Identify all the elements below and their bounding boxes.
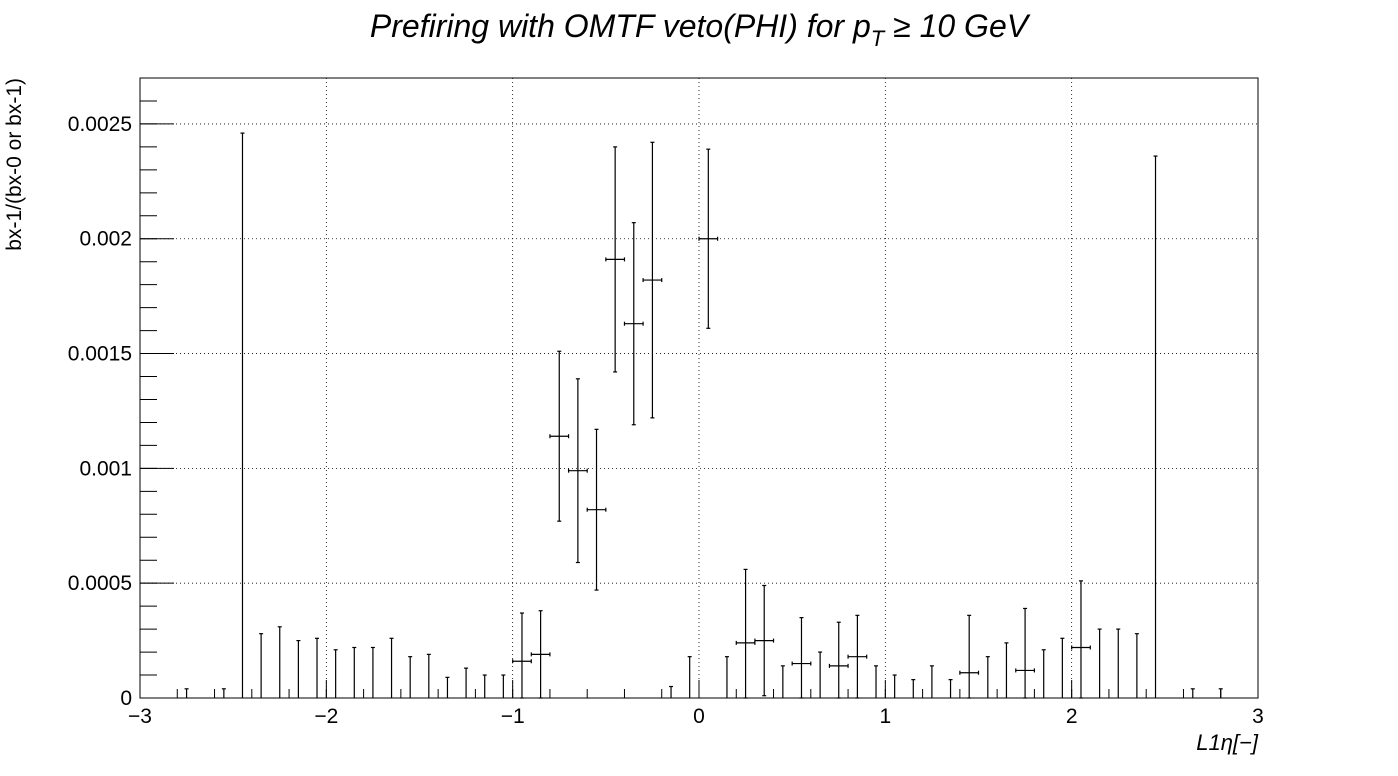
data-point: [512, 612, 532, 699]
data-point: [549, 350, 570, 522]
y-tick-label: 0.0005: [68, 572, 132, 595]
data-point: [754, 584, 775, 697]
data-point: [985, 656, 990, 698]
data-point: [277, 626, 282, 698]
tick-labels: −3 −2 −1 0 1 2 3 0 0.0005 0.001 0.0015 0.002 0.0025: [68, 113, 1264, 728]
data-point: [959, 614, 980, 699]
x-tick-label: 1: [879, 705, 891, 728]
data-point: [464, 667, 469, 698]
data-point: [791, 617, 812, 699]
data-point: [296, 639, 301, 698]
data-point: [1015, 607, 1036, 699]
chart-title-rest: ≥ 10 GeV: [884, 8, 1031, 44]
y-tick-label: 0.002: [79, 228, 132, 251]
chart-title-main: Prefiring with OMTF veto(PHI) for p: [370, 8, 871, 44]
y-tick-label: 0: [120, 687, 132, 710]
x-tick-label: 0: [693, 705, 705, 728]
data-point: [1153, 155, 1158, 698]
data-point: [221, 688, 226, 698]
data-point: [1004, 642, 1009, 698]
data-point: [1041, 649, 1046, 698]
grid-lines: [140, 78, 1258, 698]
data-point: [426, 653, 431, 698]
x-tick-label: −3: [128, 705, 152, 728]
data-point: [240, 132, 245, 698]
data-point: [1190, 688, 1195, 698]
data-point: [1134, 633, 1139, 698]
data-point: [1071, 580, 1091, 699]
data-point: [724, 656, 729, 698]
data-point: [911, 679, 916, 698]
data-points: [184, 132, 1223, 699]
data-point: [828, 621, 849, 699]
y-tick-label: 0.0025: [68, 113, 132, 136]
y-axis-label: bx-1/(bx-0 or bx-1): [3, 78, 26, 251]
data-point: [892, 674, 897, 698]
data-point: [1218, 688, 1223, 698]
data-point: [1097, 628, 1102, 698]
y-tick-label: 0.001: [79, 457, 132, 480]
data-point: [333, 649, 338, 698]
data-point: [1116, 628, 1121, 698]
data-point: [408, 656, 413, 698]
data-point: [874, 665, 879, 698]
data-point: [370, 646, 375, 698]
x-tick-label: −1: [501, 705, 525, 728]
data-point: [389, 637, 394, 698]
data-point: [530, 610, 551, 699]
data-point: [687, 656, 692, 698]
data-point: [352, 646, 357, 698]
data-point: [586, 428, 607, 591]
data-point: [669, 685, 674, 698]
data-point: [818, 651, 823, 698]
chart-title: Prefiring with OMTF veto(PHI) for pT ≥ 1…: [370, 8, 1031, 51]
x-tick-label: −2: [314, 705, 338, 728]
data-point: [735, 568, 756, 699]
data-point: [482, 674, 487, 698]
data-point: [698, 148, 719, 329]
data-point: [315, 637, 320, 698]
data-point: [259, 633, 264, 698]
data-point: [929, 665, 934, 698]
data-point: [605, 146, 626, 373]
x-tick-label: 3: [1252, 705, 1264, 728]
data-point: [780, 665, 785, 698]
data-point: [948, 679, 953, 698]
y-tick-label: 0.0015: [68, 343, 132, 366]
data-point: [567, 378, 588, 564]
x-tick-label: 2: [1066, 705, 1078, 728]
data-point: [184, 688, 189, 698]
x-axis-label: L1η[−]: [1196, 730, 1259, 755]
data-point: [501, 674, 506, 698]
data-point: [623, 222, 644, 426]
chart-title-subscript: T: [871, 26, 886, 51]
data-point: [445, 676, 450, 698]
plot-frame: [139, 77, 1259, 699]
data-point: [642, 141, 663, 419]
data-point: [1060, 637, 1065, 698]
data-point: [847, 614, 868, 699]
